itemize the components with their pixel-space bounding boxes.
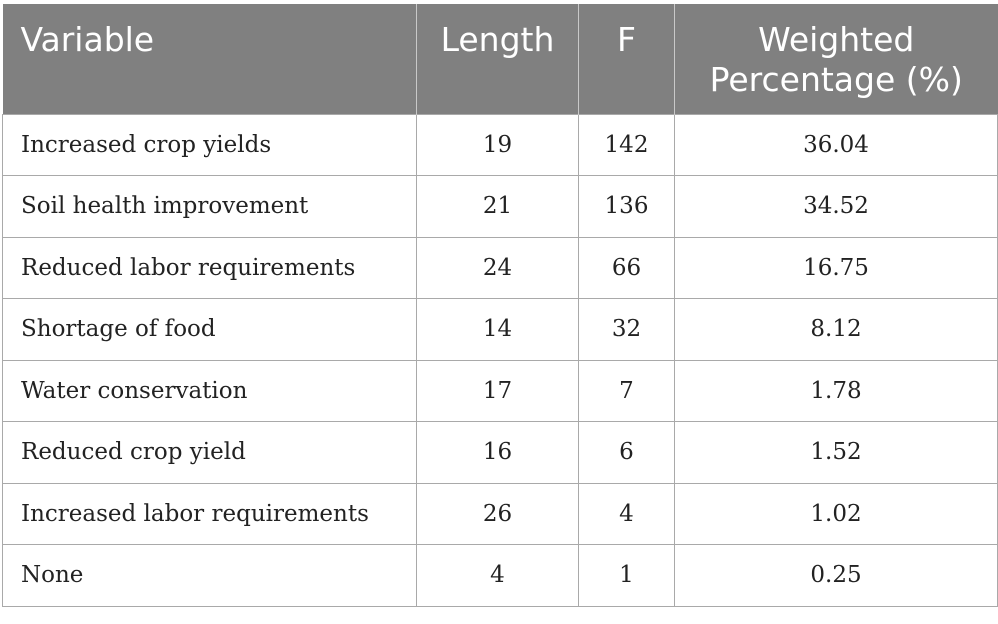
header-weighted-line2: Percentage (%) — [709, 60, 963, 99]
cell-length: 4 — [416, 544, 579, 607]
table-row: Reduced labor requirements 24 66 16.75 — [2, 236, 998, 299]
table-row: Water conservation 17 7 1.78 — [2, 359, 998, 422]
cell-f: 32 — [578, 298, 675, 361]
cell-f: 66 — [578, 236, 675, 299]
cell-length: 24 — [416, 236, 579, 299]
cell-weighted: 36.04 — [674, 113, 998, 176]
table-row: Soil health improvement 21 136 34.52 — [2, 175, 998, 238]
cell-length: 16 — [416, 421, 579, 484]
cell-length: 26 — [416, 482, 579, 545]
table-row: Increased labor requirements 26 4 1.02 — [2, 482, 998, 545]
cell-weighted: 1.02 — [674, 482, 998, 545]
cell-weighted: 0.25 — [674, 544, 998, 607]
cell-variable: Increased crop yields — [2, 113, 417, 176]
header-f: F — [578, 4, 675, 114]
cell-variable: Water conservation — [2, 359, 417, 422]
table-row: Shortage of food 14 32 8.12 — [2, 298, 998, 361]
cell-length: 21 — [416, 175, 579, 238]
header-length: Length — [416, 4, 579, 114]
cell-f: 1 — [578, 544, 675, 607]
cell-variable: Shortage of food — [2, 298, 417, 361]
table-body: Increased crop yields 19 142 36.04 Soil … — [2, 113, 998, 607]
cell-weighted: 8.12 — [674, 298, 998, 361]
cell-f: 142 — [578, 113, 675, 176]
cell-f: 136 — [578, 175, 675, 238]
header-weighted-percentage: Weighted Percentage (%) — [674, 4, 998, 114]
cell-f: 6 — [578, 421, 675, 484]
cell-variable: Reduced labor requirements — [2, 236, 417, 299]
cell-length: 17 — [416, 359, 579, 422]
cell-f: 4 — [578, 482, 675, 545]
table-row: Increased crop yields 19 142 36.04 — [2, 113, 998, 176]
header-row: Variable Length F Weighted Percentage (%) — [2, 4, 998, 114]
cell-variable: None — [2, 544, 417, 607]
cell-variable: Reduced crop yield — [2, 421, 417, 484]
data-table: Variable Length F Weighted Percentage (%)… — [2, 4, 998, 607]
table-row: None 4 1 0.25 — [2, 544, 998, 607]
cell-length: 14 — [416, 298, 579, 361]
cell-weighted: 16.75 — [674, 236, 998, 299]
cell-weighted: 1.78 — [674, 359, 998, 422]
cell-weighted: 1.52 — [674, 421, 998, 484]
header-variable: Variable — [2, 4, 417, 114]
header-weighted-line1: Weighted — [758, 20, 915, 59]
table-header: Variable Length F Weighted Percentage (%) — [2, 4, 998, 114]
cell-variable: Soil health improvement — [2, 175, 417, 238]
cell-variable: Increased labor requirements — [2, 482, 417, 545]
cell-length: 19 — [416, 113, 579, 176]
cell-weighted: 34.52 — [674, 175, 998, 238]
cell-f: 7 — [578, 359, 675, 422]
table-row: Reduced crop yield 16 6 1.52 — [2, 421, 998, 484]
